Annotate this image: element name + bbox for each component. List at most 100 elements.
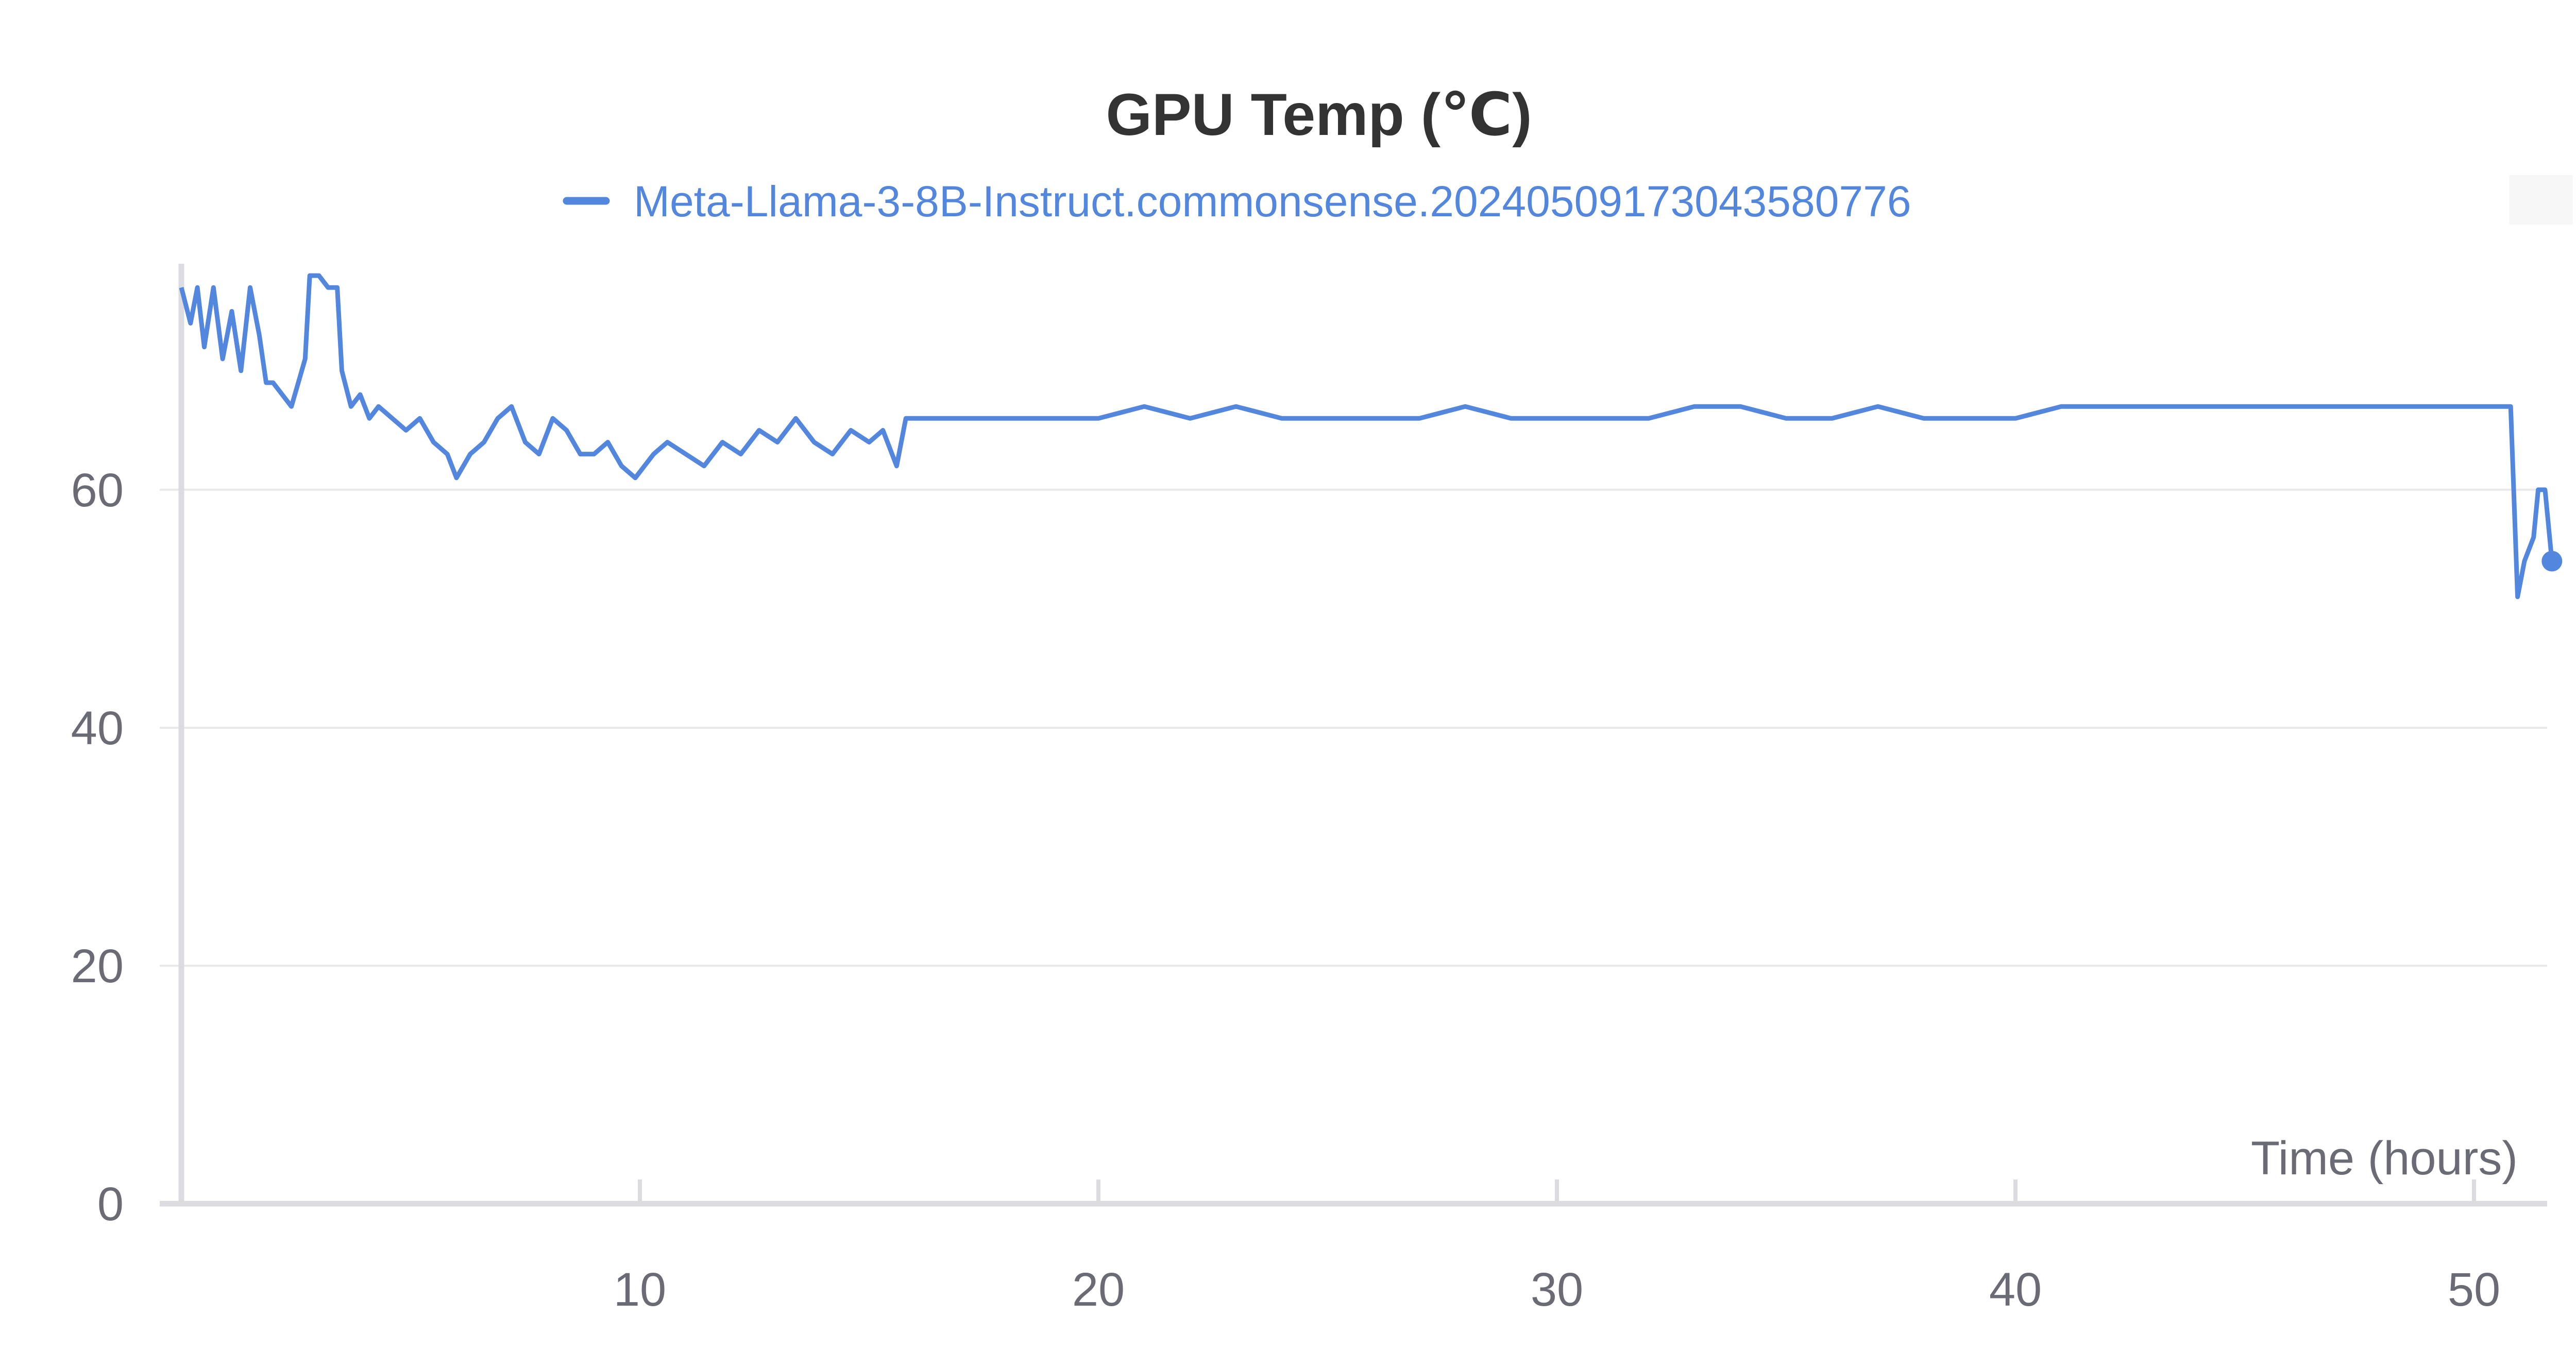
data-point xyxy=(1829,416,1835,421)
data-point xyxy=(280,392,285,397)
data-point xyxy=(302,356,308,362)
grid-lines xyxy=(160,488,2547,967)
data-point xyxy=(619,464,624,469)
data-point xyxy=(591,452,597,457)
data-point xyxy=(894,464,899,469)
data-point xyxy=(922,416,927,421)
x-tick-label: 10 xyxy=(614,1263,666,1316)
data-point xyxy=(1875,404,1880,409)
data-point xyxy=(880,427,886,433)
data-point xyxy=(702,464,707,469)
data-point xyxy=(2531,535,2536,540)
data-point xyxy=(431,440,436,445)
data-point xyxy=(981,416,987,421)
data-point xyxy=(2536,487,2541,492)
data-point xyxy=(1554,416,1560,421)
data-point xyxy=(867,440,872,445)
data-point xyxy=(2150,404,2156,409)
data-point xyxy=(848,427,853,433)
data-point xyxy=(2288,404,2293,409)
data-point xyxy=(550,416,555,421)
y-tick-label: 60 xyxy=(71,464,124,517)
data-point xyxy=(468,452,473,457)
data-point xyxy=(316,273,321,278)
data-point xyxy=(1188,416,1193,421)
data-point xyxy=(830,452,835,457)
data-point xyxy=(523,440,528,445)
data-point xyxy=(949,416,954,421)
data-point xyxy=(903,416,908,421)
x-tick-label: 20 xyxy=(1072,1263,1125,1316)
data-point xyxy=(2543,487,2548,492)
data-point xyxy=(775,440,780,445)
data-point xyxy=(257,333,262,338)
data-point xyxy=(2013,416,2018,421)
data-point xyxy=(1279,416,1284,421)
data-point xyxy=(340,368,345,373)
series-line xyxy=(179,273,2554,600)
data-point xyxy=(229,309,234,314)
data-point xyxy=(1463,404,1468,409)
data-point xyxy=(605,440,611,445)
data-point xyxy=(633,475,638,481)
legend-label: Meta-Llama-3-8B-Instruct.commonsense.202… xyxy=(634,177,1911,226)
legend-overflow-box[interactable] xyxy=(2509,175,2573,225)
data-point xyxy=(335,285,340,290)
data-point xyxy=(2334,404,2339,409)
data-point xyxy=(1325,416,1330,421)
data-point xyxy=(270,380,276,385)
data-point xyxy=(793,416,799,421)
data-point xyxy=(376,404,381,409)
x-tick-label: 40 xyxy=(1989,1263,2042,1316)
data-point xyxy=(195,285,200,290)
data-point xyxy=(756,427,761,433)
data-point xyxy=(2515,594,2520,600)
data-point xyxy=(2196,404,2201,409)
data-point xyxy=(1509,416,1514,421)
data-point xyxy=(651,452,656,457)
data-point xyxy=(2242,404,2247,409)
data-point xyxy=(1646,416,1651,421)
data-point xyxy=(1600,416,1605,421)
data-point xyxy=(417,416,422,421)
y-axis-ticks: 0 20 40 60 xyxy=(71,464,124,1230)
data-point xyxy=(389,416,395,421)
data-point xyxy=(495,416,500,421)
legend[interactable]: Meta-Llama-3-8B-Instruct.commonsense.202… xyxy=(563,177,1911,226)
data-point xyxy=(2495,404,2500,409)
data-point xyxy=(1784,416,1789,421)
data-point xyxy=(1233,404,1239,409)
data-point xyxy=(367,416,372,421)
data-point xyxy=(179,285,184,290)
data-point xyxy=(202,345,207,350)
data-point xyxy=(264,380,269,385)
data-point xyxy=(289,404,294,409)
data-point xyxy=(358,392,363,397)
data-point xyxy=(720,440,725,445)
data-point xyxy=(1013,416,1019,421)
x-axis-ticks: 10 20 30 40 50 xyxy=(614,1179,2500,1316)
y-tick-label: 0 xyxy=(97,1178,124,1230)
data-point xyxy=(578,452,583,457)
x-tick-label: 50 xyxy=(2448,1263,2500,1316)
data-point xyxy=(1096,416,1101,421)
data-point xyxy=(307,273,312,278)
data-point xyxy=(1738,404,1743,409)
series-endpoint-marker xyxy=(2541,551,2563,572)
data-point xyxy=(811,440,817,445)
data-point xyxy=(2380,404,2385,409)
x-tick-label: 30 xyxy=(1531,1263,1583,1316)
data-point xyxy=(1142,404,1147,409)
data-point xyxy=(2059,404,2064,409)
x-axis-label: Time (hours) xyxy=(2251,1132,2518,1185)
data-point xyxy=(239,368,244,373)
data-point xyxy=(326,285,331,290)
data-point xyxy=(211,285,216,290)
data-point xyxy=(1692,404,1697,409)
data-point xyxy=(564,427,569,433)
series-layer xyxy=(179,273,2563,600)
data-point xyxy=(248,285,253,290)
data-point xyxy=(683,452,688,457)
data-point xyxy=(2426,404,2431,409)
